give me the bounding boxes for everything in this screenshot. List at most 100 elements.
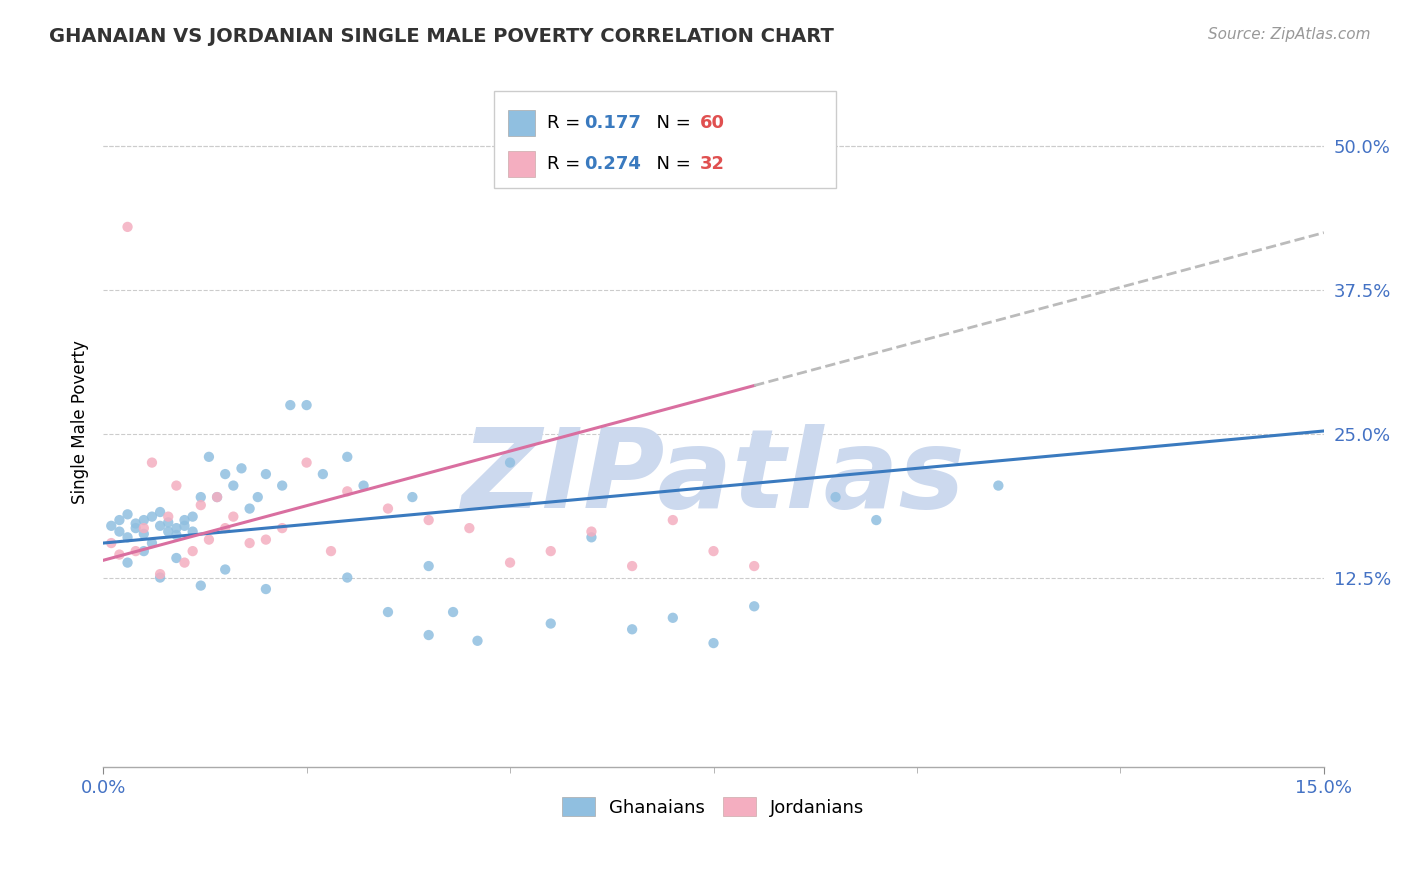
Point — [181, 509, 204, 524]
Point — [401, 490, 423, 504]
Point — [271, 521, 294, 535]
Point — [312, 467, 335, 481]
Point — [205, 490, 228, 504]
Point — [132, 544, 155, 558]
Point — [418, 513, 440, 527]
Point — [173, 556, 195, 570]
Point — [214, 562, 236, 576]
Point — [165, 521, 187, 535]
Point — [662, 611, 685, 625]
Point — [157, 524, 180, 539]
Point — [149, 570, 172, 584]
Point — [702, 544, 724, 558]
Point — [702, 636, 724, 650]
Point — [278, 398, 301, 412]
Point — [165, 528, 187, 542]
Point — [581, 524, 603, 539]
Text: N =: N = — [645, 114, 696, 132]
Point — [125, 544, 148, 558]
Point — [157, 516, 180, 530]
Text: R =: R = — [547, 114, 586, 132]
Point — [254, 582, 277, 596]
Point — [824, 490, 846, 504]
Point — [742, 559, 765, 574]
FancyBboxPatch shape — [509, 152, 536, 178]
Point — [621, 559, 644, 574]
Text: 0.274: 0.274 — [583, 155, 641, 173]
Point — [173, 518, 195, 533]
Point — [377, 501, 399, 516]
Text: Source: ZipAtlas.com: Source: ZipAtlas.com — [1208, 27, 1371, 42]
Point — [254, 533, 277, 547]
Point — [125, 521, 148, 535]
Point — [467, 633, 489, 648]
Point — [239, 501, 262, 516]
Point — [132, 527, 155, 541]
Point — [742, 599, 765, 614]
Point — [117, 508, 139, 522]
Point — [108, 548, 131, 562]
Point — [117, 530, 139, 544]
Point — [132, 513, 155, 527]
Point — [499, 456, 522, 470]
Text: ZIPatlas: ZIPatlas — [461, 424, 966, 531]
Point — [418, 559, 440, 574]
Point — [540, 544, 562, 558]
Point — [353, 478, 375, 492]
Point — [190, 490, 212, 504]
Point — [540, 616, 562, 631]
Point — [149, 505, 172, 519]
Point — [205, 490, 228, 504]
Point — [165, 551, 187, 566]
Point — [231, 461, 253, 475]
Point — [246, 490, 269, 504]
Point — [214, 467, 236, 481]
Point — [336, 450, 359, 464]
Point — [100, 536, 122, 550]
Text: 60: 60 — [700, 114, 725, 132]
Point — [173, 513, 195, 527]
Point — [499, 556, 522, 570]
Text: R =: R = — [547, 155, 586, 173]
Point — [865, 513, 887, 527]
Point — [117, 556, 139, 570]
Y-axis label: Single Male Poverty: Single Male Poverty — [72, 341, 89, 504]
Point — [336, 484, 359, 499]
FancyBboxPatch shape — [509, 110, 536, 136]
Point — [141, 509, 163, 524]
Point — [190, 498, 212, 512]
Point — [418, 628, 440, 642]
Point — [458, 521, 481, 535]
Point — [239, 536, 262, 550]
Point — [377, 605, 399, 619]
Point — [662, 513, 685, 527]
Point — [295, 456, 318, 470]
Point — [319, 544, 342, 558]
Point — [336, 570, 359, 584]
Point — [581, 530, 603, 544]
Point — [198, 533, 221, 547]
Point — [165, 478, 187, 492]
Point — [149, 518, 172, 533]
Point — [181, 544, 204, 558]
Legend: Ghanaians, Jordanians: Ghanaians, Jordanians — [555, 790, 872, 824]
Point — [271, 478, 294, 492]
Point — [100, 518, 122, 533]
Text: 32: 32 — [700, 155, 725, 173]
Point — [141, 536, 163, 550]
Point — [214, 521, 236, 535]
Point — [621, 622, 644, 636]
Point — [141, 456, 163, 470]
Point — [149, 567, 172, 582]
Point — [222, 509, 245, 524]
Point — [181, 524, 204, 539]
Point — [987, 478, 1010, 492]
Point — [441, 605, 464, 619]
Point — [125, 516, 148, 531]
Point — [222, 478, 245, 492]
Point — [190, 579, 212, 593]
Point — [157, 509, 180, 524]
Point — [108, 513, 131, 527]
Point — [117, 219, 139, 234]
Text: GHANAIAN VS JORDANIAN SINGLE MALE POVERTY CORRELATION CHART: GHANAIAN VS JORDANIAN SINGLE MALE POVERT… — [49, 27, 834, 45]
